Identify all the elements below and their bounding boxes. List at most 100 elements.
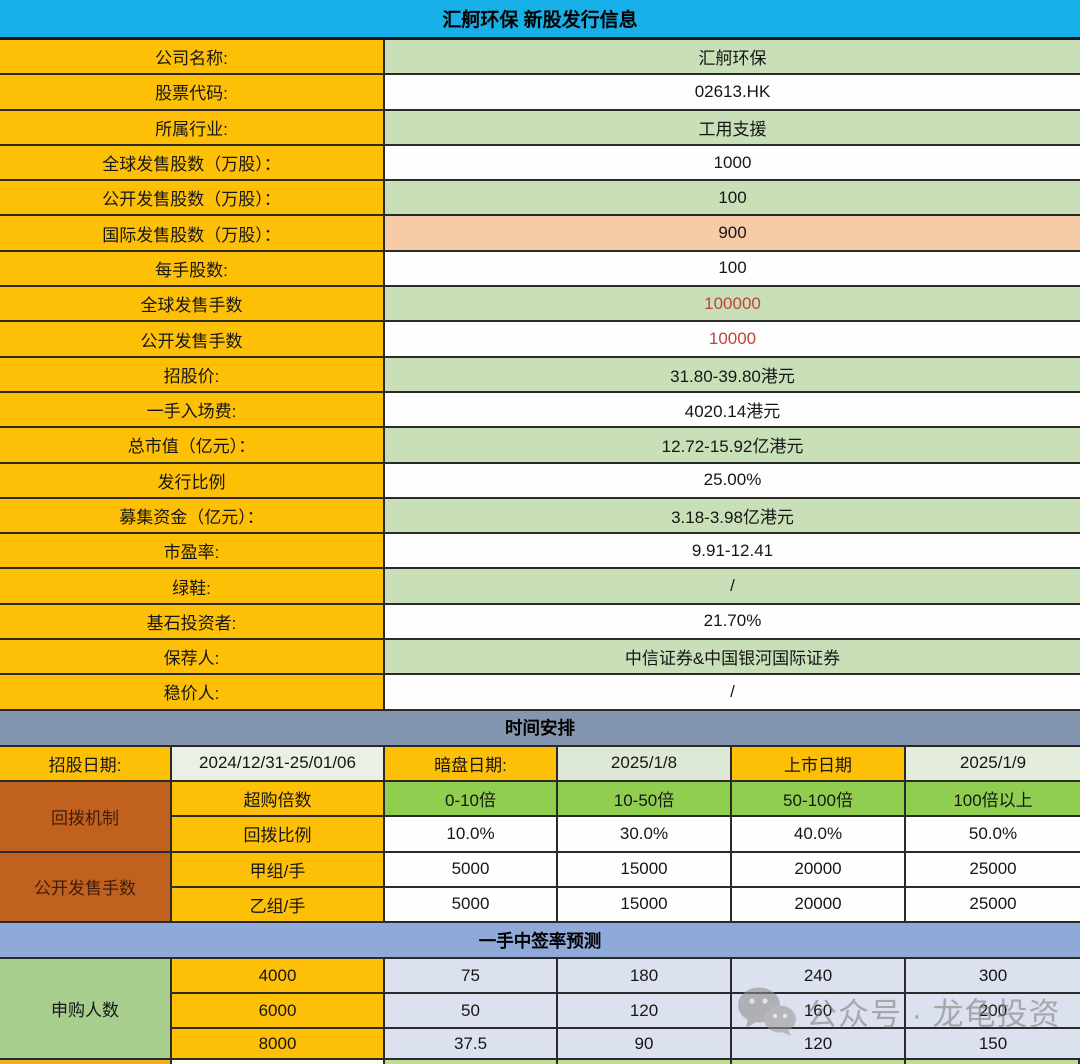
clawback-ratio-row: 回拨比例 10.0% 30.0% 40.0% 50.0% (172, 817, 1080, 853)
tier-cell: 0-10倍 (385, 781, 558, 818)
tier-cell: 50-100倍 (732, 781, 906, 818)
info-row: 总市值（亿元）： 12.72-15.92亿港元 (0, 428, 1080, 464)
info-row: 公开发售手数 10000 (0, 322, 1080, 358)
group-b-row: 乙组/手 5000 15000 20000 25000 (172, 887, 1080, 924)
row-label: 市盈率: (0, 534, 385, 570)
rate-cell: 300 (906, 959, 1080, 995)
info-row: 市盈率: 9.91-12.41 (0, 534, 1080, 570)
row-value: / (385, 675, 1080, 711)
info-row: 全球发售股数（万股）： 1000 (0, 145, 1080, 182)
row-label: 所属行业: (0, 110, 385, 146)
offer-date-label: 招股日期: (0, 746, 172, 782)
tier-cell: 100倍以上 (906, 781, 1080, 818)
rate-cell: 200 (906, 994, 1080, 1030)
oversubscription-row: 超购倍数 0-10倍 10-50倍 50-100倍 100倍以上 (172, 781, 1080, 818)
offer-date-value: 2024/12/31-25/01/06 (172, 746, 385, 782)
row-value: 10000 (385, 322, 1080, 358)
info-row: 募集资金（亿元）： 3.18-3.98亿港元 (0, 498, 1080, 535)
row-label: 全球发售股数（万股）： (0, 145, 385, 182)
row-value: 21.70% (385, 604, 1080, 641)
info-row: 绿鞋: / (0, 569, 1080, 605)
row-value: 4020.14港元 (385, 392, 1080, 429)
ratio-cell: 30.0% (558, 817, 732, 853)
row-value: 02613.HK (385, 75, 1080, 111)
row-label: 6000 (172, 994, 385, 1030)
row-value: 100 (385, 251, 1080, 288)
lots-cell: 25000 (906, 852, 1080, 888)
row-label: 股票代码: (0, 75, 385, 111)
rate-cell: 75 (385, 959, 558, 995)
row-label: 公开发售手数 (0, 322, 385, 358)
rate-cell: 120 (558, 994, 732, 1030)
info-row: 所属行业: 工用支援 (0, 110, 1080, 146)
info-row: 全球发售手数 100000 (0, 287, 1080, 323)
ratio-cell: 10.0% (385, 817, 558, 853)
row-value: 中信证券&中国银河国际证券 (385, 640, 1080, 676)
row-value: 工用支援 (385, 110, 1080, 146)
row-value: 汇舸环保 (385, 40, 1080, 76)
info-row: 每手股数: 100 (0, 251, 1080, 288)
rate-cell: 240 (732, 959, 906, 995)
info-row: 保荐人: 中信证券&中国银河国际证券 (0, 640, 1080, 676)
grey-market-label: 暗盘日期: (385, 746, 558, 782)
row-label: 4000 (172, 959, 385, 995)
applicants-group: 申购人数 4000 75 180 240 300 6000 50 120 160… (0, 959, 1080, 1061)
row-label: 一手入场费: (0, 392, 385, 429)
listing-date-label: 上市日期 (732, 746, 906, 782)
row-label: 超购倍数 (172, 781, 385, 818)
row-label: 甲组/手 (172, 852, 385, 888)
allotment-section-header: 一手中签率预测 (0, 923, 1080, 960)
row-value: / (385, 569, 1080, 605)
rate-cell: 50 (385, 994, 558, 1030)
public-offer-group-label: 公开发售手数 (0, 852, 172, 924)
row-label: 发行比例 (0, 463, 385, 499)
info-row: 股票代码: 02613.HK (0, 75, 1080, 111)
clawback-group: 回拨机制 超购倍数 0-10倍 10-50倍 50-100倍 100倍以上 回拨… (0, 781, 1080, 853)
row-value: 25.00% (385, 463, 1080, 499)
row-label: 基石投资者: (0, 604, 385, 641)
row-value: 1000 (385, 145, 1080, 182)
row-label: 募集资金（亿元）： (0, 498, 385, 535)
row-label: 公司名称: (0, 40, 385, 76)
info-row: 公司名称: 汇舸环保 (0, 40, 1080, 76)
rate-cell: 180 (558, 959, 732, 995)
row-label: 回拨比例 (172, 817, 385, 853)
row-value: 3.18-3.98亿港元 (385, 498, 1080, 535)
clawback-group-label: 回拨机制 (0, 781, 172, 853)
info-row: 一手入场费: 4020.14港元 (0, 392, 1080, 429)
applicants-row: 6000 50 120 160 200 (172, 994, 1080, 1030)
grey-market-value: 2025/1/8 (558, 746, 732, 782)
lots-cell: 20000 (732, 887, 906, 924)
info-row: 稳价人: / (0, 675, 1080, 711)
ratio-cell: 50.0% (906, 817, 1080, 853)
row-value: 900 (385, 216, 1080, 252)
rate-cell: 160 (732, 994, 906, 1030)
row-label: 总市值（亿元）： (0, 428, 385, 464)
row-label: 公开发售股数（万股）： (0, 181, 385, 217)
info-row: 招股价: 31.80-39.80港元 (0, 357, 1080, 393)
group-a-row: 甲组/手 5000 15000 20000 25000 (172, 852, 1080, 888)
date-row: 招股日期: 2024/12/31-25/01/06 暗盘日期: 2025/1/8… (0, 746, 1080, 782)
applicants-row: 4000 75 180 240 300 (172, 959, 1080, 995)
row-label: 保荐人: (0, 640, 385, 676)
cutoff-row (0, 1060, 1080, 1064)
lots-cell: 25000 (906, 887, 1080, 924)
rate-cell: 120 (732, 1029, 906, 1061)
rate-cell: 37.5 (385, 1029, 558, 1061)
info-row: 基石投资者: 21.70% (0, 604, 1080, 641)
row-value: 9.91-12.41 (385, 534, 1080, 570)
lots-cell: 15000 (558, 852, 732, 888)
row-label: 国际发售股数（万股）： (0, 216, 385, 252)
row-label: 全球发售手数 (0, 287, 385, 323)
row-value: 100000 (385, 287, 1080, 323)
tier-cell: 10-50倍 (558, 781, 732, 818)
row-label: 乙组/手 (172, 887, 385, 924)
schedule-section-header: 时间安排 (0, 710, 1080, 747)
ratio-cell: 40.0% (732, 817, 906, 853)
applicants-row: 8000 37.5 90 120 150 (172, 1029, 1080, 1061)
sheet-title: 汇舸环保 新股发行信息 (0, 0, 1080, 40)
lots-cell: 5000 (385, 852, 558, 888)
lots-cell: 15000 (558, 887, 732, 924)
rate-cell: 90 (558, 1029, 732, 1061)
